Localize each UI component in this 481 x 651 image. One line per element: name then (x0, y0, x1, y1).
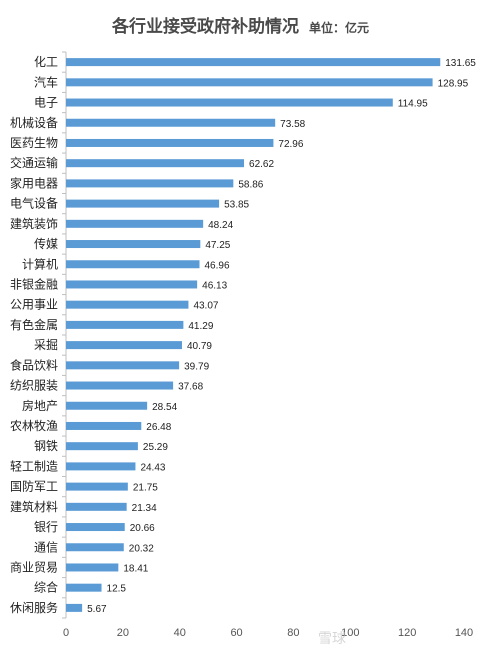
category-label: 有色金属 (10, 317, 58, 332)
chart-title-block: 各行业接受政府补助情况 单位：亿元 (0, 12, 481, 37)
bar (66, 442, 138, 451)
x-tick-label: 0 (63, 627, 69, 639)
category-label: 轻工制造 (10, 459, 58, 473)
category-label: 钢铁 (34, 439, 58, 453)
bar (66, 421, 142, 430)
bar (66, 502, 127, 511)
category-label: 公用事业 (10, 298, 58, 312)
category-label: 家用电器 (10, 175, 58, 190)
value-label: 46.13 (202, 280, 227, 291)
bar (66, 78, 433, 87)
category-label: 汽车 (34, 74, 58, 89)
bar (66, 159, 245, 168)
category-label: 采掘 (34, 337, 58, 352)
category-label: 综合 (34, 580, 58, 595)
bar (66, 462, 136, 471)
bar (66, 199, 220, 208)
category-label: 纺织服装 (10, 379, 58, 393)
value-label: 47.25 (205, 240, 230, 251)
value-label: 26.48 (146, 422, 171, 433)
bar (66, 219, 204, 228)
bar (66, 58, 441, 67)
value-label: 39.79 (184, 361, 209, 372)
value-label: 48.24 (208, 220, 233, 231)
category-label: 化工 (34, 55, 58, 69)
value-label: 72.96 (278, 139, 303, 150)
value-label: 62.62 (249, 159, 274, 170)
value-label: 58.86 (238, 179, 263, 190)
category-label: 建筑材料 (10, 499, 58, 514)
category-label: 通信 (34, 540, 58, 554)
category-label: 银行 (34, 520, 58, 534)
value-label: 20.32 (129, 543, 154, 554)
category-label: 传媒 (34, 236, 58, 251)
category-label: 国防军工 (10, 479, 58, 494)
category-label: 机械设备 (10, 115, 58, 130)
chart-unit: 单位：亿元 (308, 21, 369, 35)
bar (66, 482, 128, 491)
category-label: 计算机 (22, 256, 58, 271)
bar (66, 98, 393, 107)
bar (66, 361, 180, 370)
value-label: 25.29 (143, 442, 168, 453)
x-tick-label: 40 (174, 627, 186, 639)
bar (66, 118, 276, 127)
category-label: 医药生物 (10, 136, 58, 150)
x-tick-label: 20 (117, 627, 129, 639)
category-label: 电子 (34, 96, 58, 110)
bar (66, 260, 200, 269)
value-label: 53.85 (224, 200, 249, 211)
bar (66, 320, 184, 329)
value-label: 12.5 (107, 584, 127, 595)
value-label: 128.95 (438, 78, 469, 89)
watermark: 雪球 (318, 631, 346, 647)
category-label: 交通运输 (10, 155, 58, 170)
bar (66, 523, 125, 532)
category-label: 电气设备 (10, 196, 58, 211)
value-label: 20.66 (130, 523, 155, 534)
bar (66, 603, 83, 612)
value-label: 43.07 (193, 301, 218, 312)
category-label: 房地产 (22, 398, 58, 413)
x-tick-label: 60 (230, 627, 242, 639)
chart-title: 各行业接受政府补助情况 (111, 17, 299, 37)
value-label: 18.41 (123, 563, 148, 574)
value-label: 37.68 (178, 382, 203, 393)
bar (66, 138, 274, 147)
value-label: 28.54 (152, 402, 177, 413)
value-label: 5.67 (87, 604, 107, 615)
category-label: 建筑装饰 (10, 216, 58, 231)
value-label: 21.34 (132, 503, 157, 514)
category-label: 休闲服务 (10, 600, 58, 615)
x-tick-label: 80 (287, 627, 299, 639)
value-label: 24.43 (140, 462, 165, 473)
bar (66, 401, 148, 410)
bar (66, 179, 234, 188)
category-label: 非银金融 (10, 276, 58, 291)
bar (66, 543, 124, 552)
bar (66, 563, 119, 572)
bar (66, 300, 189, 309)
x-tick-label: 100 (341, 627, 359, 639)
value-label: 114.95 (398, 99, 428, 110)
bar (66, 240, 201, 249)
value-label: 21.75 (133, 483, 158, 494)
category-label: 农林牧渔 (10, 419, 58, 433)
value-label: 131.65 (445, 58, 476, 69)
category-label: 食品饮料 (10, 357, 58, 372)
value-label: 40.79 (187, 341, 212, 352)
value-label: 46.96 (205, 260, 230, 271)
bar (66, 341, 182, 350)
bar (66, 381, 174, 390)
bar (66, 280, 198, 289)
x-tick-label: 120 (398, 627, 416, 639)
value-label: 73.58 (280, 119, 305, 130)
bar (66, 583, 102, 592)
x-tick-label: 140 (455, 627, 473, 639)
value-label: 41.29 (188, 321, 213, 332)
category-label: 商业贸易 (10, 559, 58, 574)
